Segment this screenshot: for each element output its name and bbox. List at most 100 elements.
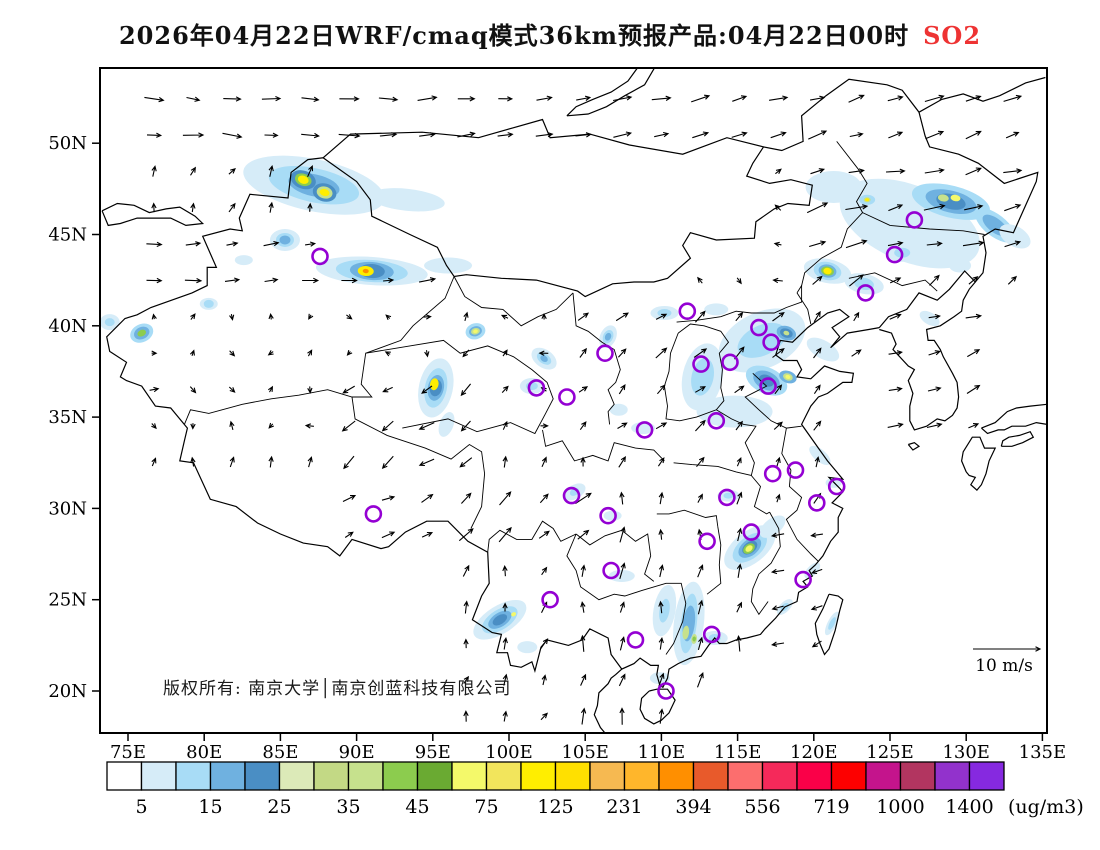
wind-arrow bbox=[418, 458, 435, 467]
province-border bbox=[862, 212, 985, 235]
so2-plume bbox=[759, 515, 786, 538]
lon-tick-label: 95E bbox=[415, 742, 451, 763]
wind-arrow bbox=[773, 241, 782, 247]
page-title: 2026年04月22日WRF/cmaq模式36km预报产品:04月22日00时 S… bbox=[0, 16, 1100, 51]
wind-arrow bbox=[463, 710, 469, 722]
wind-arrow bbox=[224, 277, 241, 283]
so2-plume bbox=[723, 492, 734, 499]
lat-tick-label: 45N bbox=[48, 225, 87, 246]
wind-arrow bbox=[618, 673, 626, 687]
so2-plume bbox=[438, 411, 455, 437]
wind-arrow bbox=[463, 600, 469, 614]
wind-arrow bbox=[848, 94, 865, 103]
wind-arrow bbox=[887, 95, 904, 102]
wind-arrow bbox=[502, 673, 508, 686]
copyright-text: 版权所有: 南京大学│南京创蓝科技有限公司 bbox=[163, 679, 512, 699]
so2-plume bbox=[603, 510, 622, 521]
wind-arrow bbox=[223, 96, 242, 102]
wind-arrow bbox=[806, 202, 829, 214]
city-marker bbox=[558, 388, 576, 406]
so2-plume bbox=[137, 329, 147, 337]
lon-tick-label: 100E bbox=[485, 742, 533, 763]
lat-tick-label: 35N bbox=[48, 407, 87, 428]
province-border bbox=[453, 276, 574, 327]
wind-arrow bbox=[618, 384, 626, 395]
wind-arrow bbox=[964, 204, 984, 211]
wind-arrow bbox=[618, 456, 626, 468]
wind-vectors-layer bbox=[144, 94, 1023, 725]
wind-arrow bbox=[342, 385, 355, 394]
wind-arrow bbox=[268, 455, 274, 468]
wind-arrow bbox=[1005, 131, 1020, 139]
wind-arrow bbox=[189, 386, 197, 394]
coastline bbox=[566, 68, 639, 117]
colorbar-tick-label: 125 bbox=[537, 796, 573, 818]
lon-tick-label: 125E bbox=[866, 742, 914, 763]
wind-arrow bbox=[771, 641, 785, 647]
wind-arrow bbox=[888, 350, 903, 356]
wind-arrow bbox=[307, 386, 313, 394]
wind-arrow bbox=[968, 423, 980, 429]
wind-arrow bbox=[341, 277, 358, 284]
wind-arrow bbox=[736, 277, 742, 285]
wind-arrow bbox=[965, 313, 983, 320]
wind-arrow bbox=[619, 707, 625, 725]
wind-arrow bbox=[612, 95, 633, 102]
wind-arrow bbox=[146, 241, 163, 248]
wind-arrow bbox=[419, 132, 437, 138]
wind-arrow bbox=[814, 456, 820, 468]
colorbar-tick-label: 75 bbox=[474, 796, 498, 818]
wind-arrow bbox=[691, 94, 711, 103]
wind-arrow bbox=[383, 277, 395, 284]
wind-arrow bbox=[692, 131, 710, 139]
wind-arrow bbox=[658, 600, 664, 614]
province-border bbox=[796, 292, 812, 325]
lat-tick-label: 50N bbox=[48, 133, 87, 154]
wind-arrow bbox=[736, 491, 743, 505]
lon-tick-label: 75E bbox=[110, 742, 146, 763]
wind-arrow bbox=[502, 565, 508, 577]
wind-arrow bbox=[535, 131, 554, 138]
colorbar-unit-label: (ug/m3) bbox=[1008, 796, 1084, 818]
wind-arrow bbox=[381, 420, 394, 432]
lat-tick-label: 40N bbox=[48, 316, 87, 337]
colorbar-cell bbox=[968, 761, 1005, 791]
city-marker bbox=[786, 461, 805, 479]
coastline-borders-layer bbox=[101, 68, 1047, 733]
lon-tick-label: 115E bbox=[714, 742, 762, 763]
wind-arrow bbox=[578, 386, 589, 393]
wind-arrow bbox=[384, 351, 391, 357]
wind-arrow bbox=[619, 562, 626, 580]
wind-arrow bbox=[341, 420, 356, 432]
wind-arrow bbox=[651, 95, 672, 101]
lat-tick-label: 25N bbox=[48, 590, 87, 611]
wind-arrow bbox=[502, 637, 508, 650]
city-marker bbox=[599, 506, 617, 525]
coastline bbox=[566, 68, 656, 117]
wind-arrow bbox=[580, 564, 586, 577]
wind-arrow bbox=[658, 672, 665, 687]
so2-plume bbox=[540, 355, 548, 363]
so2-plume bbox=[234, 255, 253, 266]
so2-plume bbox=[362, 268, 369, 274]
colorbar-cell bbox=[106, 761, 143, 791]
colorbar-tick-label: 556 bbox=[744, 796, 780, 818]
colorbar-cell bbox=[727, 761, 764, 791]
so2-plume bbox=[424, 257, 473, 274]
wind-arrow bbox=[424, 350, 430, 358]
wind-arrow bbox=[928, 313, 941, 320]
wind-arrow bbox=[965, 95, 982, 102]
wind-arrow bbox=[418, 277, 437, 283]
so2-plume bbox=[950, 194, 961, 202]
wind-arrow bbox=[808, 130, 828, 140]
wind-arrow bbox=[927, 386, 942, 392]
colorbar-cell bbox=[416, 761, 453, 791]
city-marker bbox=[657, 682, 675, 700]
wind-arrow bbox=[772, 348, 785, 358]
wind-arrow bbox=[229, 420, 235, 431]
so2-plume bbox=[430, 378, 439, 391]
colorbar-tick-label: 35 bbox=[336, 796, 360, 818]
wind-arrow bbox=[577, 529, 590, 540]
lon-tick-label: 135E bbox=[1019, 742, 1067, 763]
